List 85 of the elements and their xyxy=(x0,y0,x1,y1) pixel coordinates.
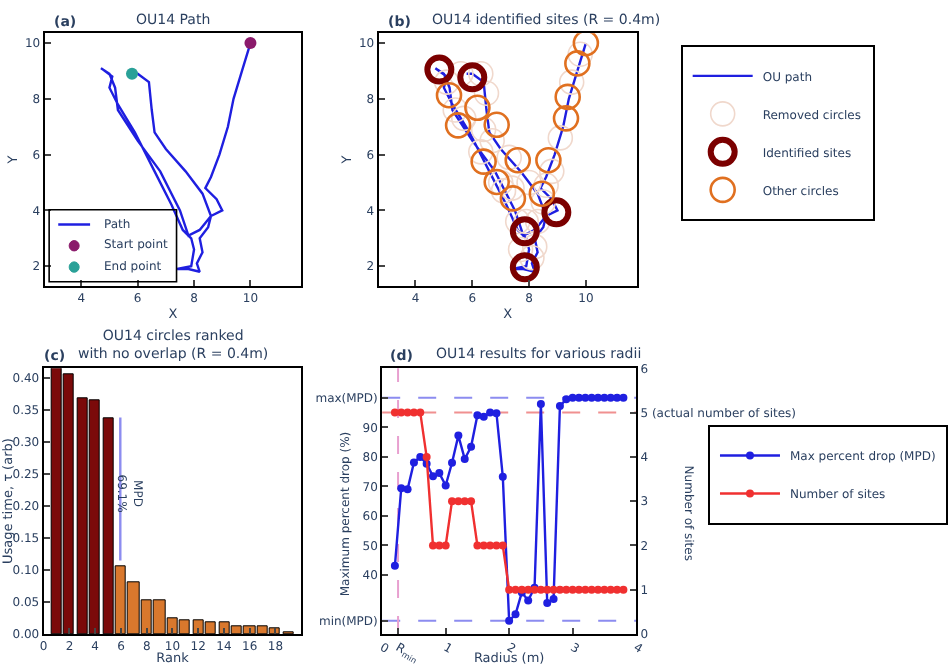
point xyxy=(397,484,406,493)
point xyxy=(424,54,455,85)
point xyxy=(619,393,628,402)
point xyxy=(528,180,556,207)
point xyxy=(509,216,540,247)
point xyxy=(442,97,469,123)
point xyxy=(581,585,590,594)
point xyxy=(530,189,557,215)
point xyxy=(555,402,564,411)
point xyxy=(457,62,488,93)
point xyxy=(460,454,469,463)
point xyxy=(543,585,552,594)
point xyxy=(486,408,495,417)
point xyxy=(547,125,574,151)
point xyxy=(536,400,545,409)
point xyxy=(441,481,450,490)
point xyxy=(470,116,497,143)
point xyxy=(562,585,571,594)
point xyxy=(483,111,510,139)
point xyxy=(454,497,463,506)
point xyxy=(499,185,527,212)
point xyxy=(441,541,450,550)
point xyxy=(516,169,542,196)
point xyxy=(613,393,622,402)
point xyxy=(486,541,495,550)
point xyxy=(416,408,425,417)
point xyxy=(498,472,507,481)
point xyxy=(581,393,590,402)
point xyxy=(511,610,520,619)
point xyxy=(567,41,593,68)
point xyxy=(558,69,585,95)
point xyxy=(397,408,406,417)
point xyxy=(613,585,622,594)
point xyxy=(552,105,580,132)
point xyxy=(464,94,491,122)
point xyxy=(479,412,488,421)
point xyxy=(498,541,507,550)
point xyxy=(513,208,540,235)
point xyxy=(409,458,418,467)
point xyxy=(416,452,425,461)
point xyxy=(473,411,482,420)
point xyxy=(543,599,552,608)
point xyxy=(390,561,399,570)
point xyxy=(444,112,472,139)
point xyxy=(564,50,591,77)
point xyxy=(467,497,476,506)
point xyxy=(505,585,514,594)
point xyxy=(428,472,437,481)
point xyxy=(549,594,558,603)
point xyxy=(467,442,476,451)
point xyxy=(435,469,444,478)
point xyxy=(448,458,457,467)
point xyxy=(509,252,540,283)
point xyxy=(422,452,431,461)
point xyxy=(519,245,545,271)
point xyxy=(524,585,533,594)
point xyxy=(554,83,581,111)
point xyxy=(499,175,525,201)
point xyxy=(492,409,501,418)
point xyxy=(490,178,517,204)
point xyxy=(533,172,559,199)
point xyxy=(470,148,497,175)
point xyxy=(507,236,534,263)
point xyxy=(572,33,600,57)
point xyxy=(496,144,522,171)
point xyxy=(619,585,628,594)
point xyxy=(435,541,444,550)
point xyxy=(574,393,583,402)
point xyxy=(600,585,609,594)
point xyxy=(435,81,463,109)
point xyxy=(535,146,562,174)
point xyxy=(450,105,477,132)
point xyxy=(562,395,571,404)
point xyxy=(468,60,494,87)
point xyxy=(403,485,412,494)
point xyxy=(524,596,533,605)
point xyxy=(504,146,532,174)
point xyxy=(448,497,457,506)
point xyxy=(468,139,494,165)
point xyxy=(433,69,460,95)
point xyxy=(454,431,463,440)
point xyxy=(600,393,609,402)
point xyxy=(505,616,514,625)
point xyxy=(539,158,565,185)
point xyxy=(479,127,505,154)
